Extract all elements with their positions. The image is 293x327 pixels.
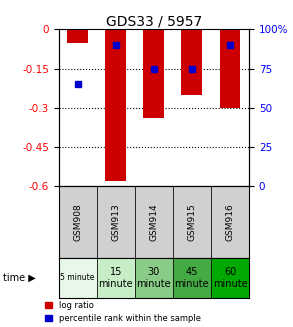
Text: time ▶: time ▶ bbox=[3, 273, 36, 283]
Bar bbox=[135, 258, 173, 298]
Text: 15
minute: 15 minute bbox=[98, 267, 133, 289]
Text: 45
minute: 45 minute bbox=[175, 267, 209, 289]
Text: GSM908: GSM908 bbox=[73, 203, 82, 241]
Bar bbox=[219, 29, 241, 108]
Bar bbox=[211, 258, 249, 298]
Bar bbox=[67, 29, 88, 43]
Bar bbox=[97, 258, 135, 298]
Bar bbox=[173, 186, 211, 258]
Text: GSM915: GSM915 bbox=[188, 203, 196, 241]
Bar bbox=[135, 186, 173, 258]
Text: GSM914: GSM914 bbox=[149, 203, 158, 241]
Text: 5 minute: 5 minute bbox=[60, 273, 95, 283]
Title: GDS33 / 5957: GDS33 / 5957 bbox=[106, 14, 202, 28]
Bar bbox=[143, 29, 164, 118]
Text: GSM913: GSM913 bbox=[111, 203, 120, 241]
Bar bbox=[97, 186, 135, 258]
Bar bbox=[59, 186, 97, 258]
Text: GSM916: GSM916 bbox=[226, 203, 234, 241]
Bar bbox=[181, 29, 202, 95]
Legend: log ratio, percentile rank within the sample: log ratio, percentile rank within the sa… bbox=[45, 301, 200, 323]
Bar bbox=[105, 29, 126, 181]
Bar bbox=[211, 186, 249, 258]
Text: 30
minute: 30 minute bbox=[137, 267, 171, 289]
Text: 60
minute: 60 minute bbox=[213, 267, 247, 289]
Bar bbox=[173, 258, 211, 298]
Bar bbox=[59, 258, 97, 298]
